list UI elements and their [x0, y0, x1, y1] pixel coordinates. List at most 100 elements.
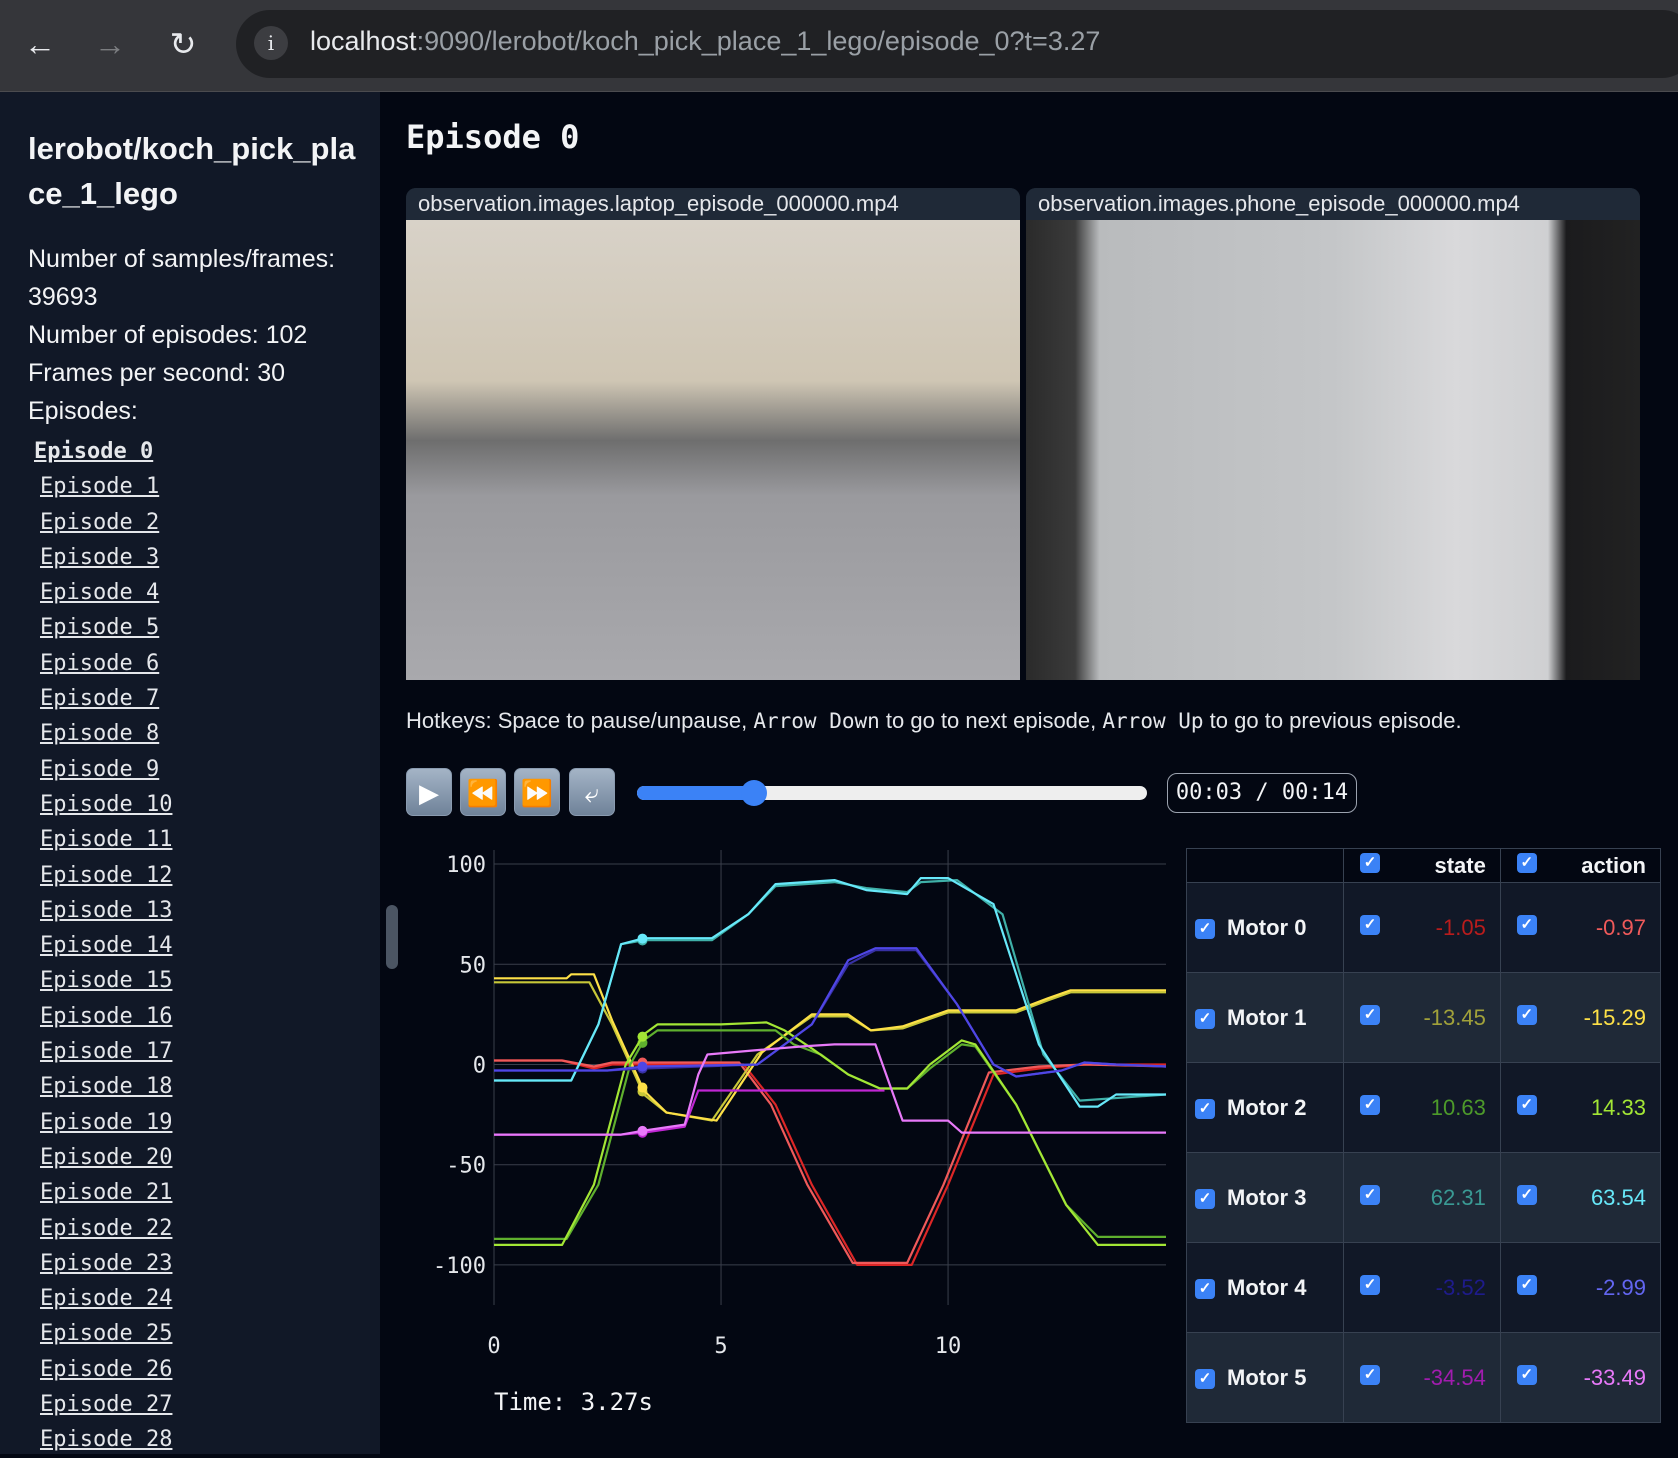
action-checkbox[interactable]: ✓: [1516, 1004, 1537, 1025]
stat-samples: Number of samples/frames: 39693: [28, 245, 336, 311]
motor-name: Motor 2: [1227, 1094, 1307, 1120]
episode-link[interactable]: Episode 21: [40, 1180, 173, 1206]
action-checkbox[interactable]: ✓: [1516, 1184, 1537, 1205]
state-label: state: [1434, 852, 1486, 878]
x-tick-label: 5: [714, 1334, 727, 1359]
video-frame[interactable]: [1026, 220, 1640, 680]
episode-link[interactable]: Episode 2: [40, 509, 160, 535]
episode-link[interactable]: Episode 23: [40, 1250, 173, 1276]
reload-icon[interactable]: ↻: [169, 26, 197, 62]
video-phone[interactable]: observation.images.phone_episode_000000.…: [1026, 188, 1640, 680]
address-bar[interactable]: i localhost:9090/lerobot/koch_pick_place…: [236, 10, 1678, 78]
action-checkbox[interactable]: ✓: [1516, 1364, 1537, 1385]
state-checkbox[interactable]: ✓: [1360, 1094, 1380, 1115]
back-arrow-icon[interactable]: ←: [24, 26, 56, 62]
episode-link[interactable]: Episode 11: [40, 827, 173, 853]
motor-checkbox[interactable]: ✓: [1195, 1278, 1215, 1299]
rewind-button[interactable]: ⏪: [460, 768, 506, 816]
info-icon[interactable]: i: [254, 26, 288, 60]
time-readout: Time: 3.27s: [494, 1388, 653, 1416]
episode-link[interactable]: Episode 3: [40, 544, 160, 570]
time-display: 00:03 / 00:14: [1167, 773, 1357, 813]
url-path: :9090/lerobot/koch_pick_place_1_lego/epi…: [416, 26, 1101, 56]
video-frame[interactable]: [406, 220, 1020, 680]
action-value: -33.49: [1583, 1364, 1646, 1390]
episode-link[interactable]: Episode 25: [40, 1321, 173, 1347]
episode-link[interactable]: Episode 0: [34, 439, 154, 464]
motor-checkbox[interactable]: ✓: [1195, 1008, 1215, 1029]
slider-thumb[interactable]: [741, 780, 768, 806]
episode-link[interactable]: Episode 16: [40, 1003, 173, 1029]
motor-name-cell: ✓ Motor 1: [1186, 972, 1344, 1063]
motor-checkbox[interactable]: ✓: [1195, 1188, 1215, 1209]
motor-checkbox[interactable]: ✓: [1195, 1098, 1215, 1119]
episode-link[interactable]: Episode 26: [40, 1356, 173, 1382]
episode-link[interactable]: Episode 28: [40, 1427, 173, 1453]
series-line-motor0-action: [494, 1059, 1167, 1264]
episode-link[interactable]: Episode 19: [40, 1109, 173, 1135]
browser-toolbar: ← → ↻ i localhost:9090/lerobot/koch_pick…: [0, 0, 1678, 92]
state-value: 10.63: [1430, 1094, 1486, 1120]
episode-link[interactable]: Episode 14: [40, 933, 173, 959]
state-checkbox[interactable]: ✓: [1360, 1184, 1380, 1205]
episode-link[interactable]: Episode 4: [40, 580, 160, 606]
loop-button[interactable]: ⤶: [569, 768, 615, 816]
motor-name-cell: ✓ Motor 2: [1186, 1062, 1344, 1153]
state-value: 62.31: [1430, 1184, 1486, 1210]
fast-forward-icon: ⏩: [520, 778, 554, 808]
url-text[interactable]: localhost:9090/lerobot/koch_pick_place_1…: [310, 26, 1100, 57]
episode-link[interactable]: Episode 8: [40, 721, 160, 747]
fast-forward-button[interactable]: ⏩: [514, 768, 560, 816]
action-checkbox[interactable]: ✓: [1516, 1094, 1537, 1115]
forward-arrow-icon[interactable]: →: [94, 26, 126, 62]
motor-chart[interactable]: 0 5 10 100 50 0 -50 -100: [420, 840, 1170, 1370]
state-checkbox[interactable]: ✓: [1360, 1274, 1380, 1295]
episode-link[interactable]: Episode 6: [40, 650, 160, 676]
episode-link[interactable]: Episode 5: [40, 615, 160, 641]
sidebar-scrollbar[interactable]: [386, 905, 398, 969]
episode-link[interactable]: Episode 20: [40, 1144, 173, 1170]
episode-link[interactable]: Episode 22: [40, 1215, 173, 1241]
episode-link[interactable]: Episode 7: [40, 686, 160, 712]
episode-link[interactable]: Episode 1: [40, 474, 160, 500]
episode-link[interactable]: Episode 9: [40, 756, 160, 782]
state-checkbox[interactable]: ✓: [1360, 1364, 1380, 1385]
episode-link[interactable]: Episode 15: [40, 968, 173, 994]
episode-link[interactable]: Episode 10: [40, 791, 173, 817]
state-cell: ✓ -1.05: [1343, 882, 1501, 973]
header-state: ✓ state: [1343, 848, 1501, 883]
playback-slider[interactable]: [637, 780, 1147, 806]
episode-link[interactable]: Episode 13: [40, 897, 173, 923]
action-toggle-checkbox[interactable]: ✓: [1516, 852, 1537, 873]
series-line-motor1-state: [494, 981, 1166, 1122]
state-toggle-checkbox[interactable]: ✓: [1360, 852, 1380, 873]
play-button[interactable]: ▶: [406, 768, 452, 816]
action-value: 14.33: [1590, 1094, 1646, 1120]
action-cell: ✓ 14.33: [1499, 1062, 1662, 1153]
episode-link[interactable]: Episode 24: [40, 1286, 173, 1312]
cursor-point: [637, 1031, 648, 1042]
motor-name: Motor 4: [1227, 1274, 1307, 1300]
hotkeys-help: Hotkeys: Space to pause/unpause, Arrow D…: [406, 708, 1462, 734]
motor-checkbox[interactable]: ✓: [1195, 918, 1215, 939]
dataset-stats: Number of samples/frames: 39693 Number o…: [28, 240, 358, 430]
episode-link[interactable]: Episode 17: [40, 1039, 173, 1065]
play-icon: ▶: [419, 778, 439, 808]
sidebar: lerobot/koch_pick_place_1_lego Number of…: [0, 92, 380, 1454]
motor-name: Motor 0: [1227, 914, 1307, 940]
motor-name-cell: ✓ Motor 4: [1186, 1242, 1344, 1333]
episode-link[interactable]: Episode 12: [40, 862, 173, 888]
motor-checkbox[interactable]: ✓: [1195, 1368, 1215, 1389]
state-checkbox[interactable]: ✓: [1360, 914, 1380, 935]
episode-link[interactable]: Episode 27: [40, 1392, 173, 1418]
motor-name: Motor 3: [1227, 1184, 1307, 1210]
series-line-motor0-state: [494, 1059, 1166, 1266]
state-value: -34.54: [1423, 1364, 1486, 1390]
action-checkbox[interactable]: ✓: [1516, 1274, 1537, 1295]
action-checkbox[interactable]: ✓: [1516, 914, 1537, 935]
hotkey-arrow-down: Arrow Down: [753, 709, 880, 733]
video-laptop[interactable]: observation.images.laptop_episode_000000…: [406, 188, 1020, 680]
episode-link[interactable]: Episode 18: [40, 1074, 173, 1100]
motor-row: ✓ Motor 0 ✓ -1.05 ✓ -0.97: [1186, 882, 1662, 973]
state-checkbox[interactable]: ✓: [1360, 1004, 1380, 1025]
